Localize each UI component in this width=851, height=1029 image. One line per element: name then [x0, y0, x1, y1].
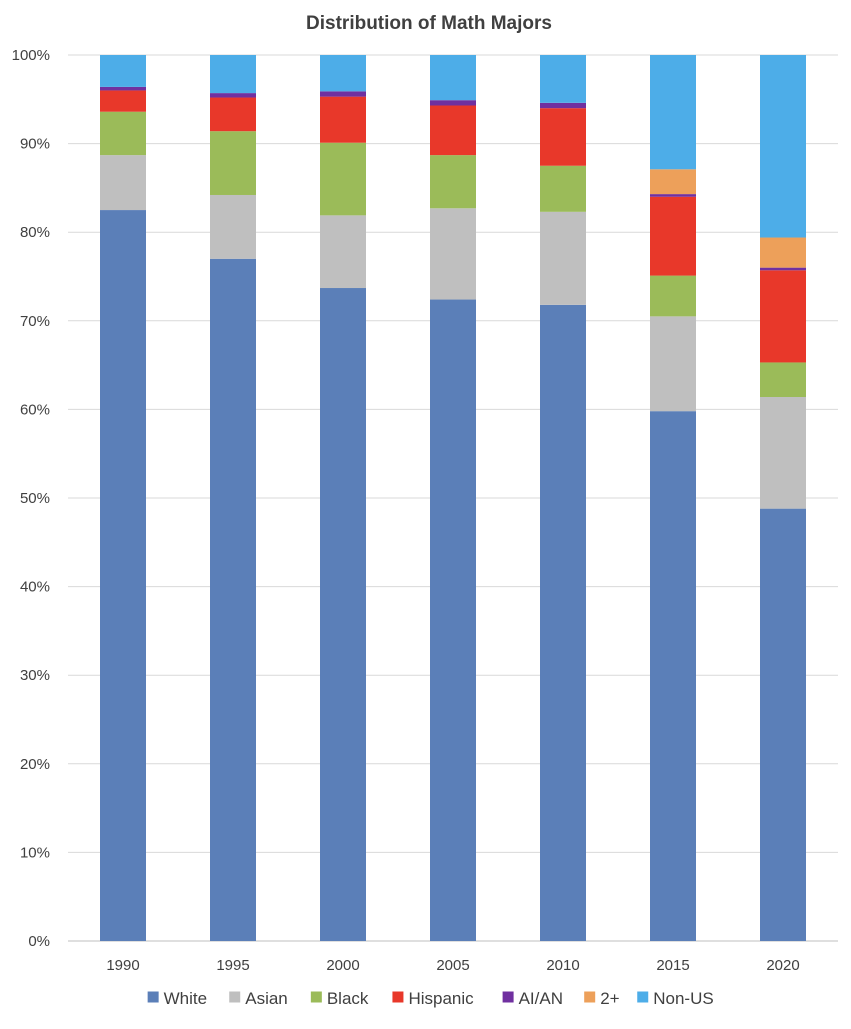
bar-segment-asian	[540, 211, 586, 305]
bar-segment-non-us	[100, 55, 146, 87]
bar-segment-non-us	[320, 55, 366, 92]
bar-segment-black	[430, 155, 476, 209]
x-tick-label: 2015	[656, 957, 689, 974]
bar-segment-asian	[430, 208, 476, 300]
legend-label: Non-US	[653, 989, 713, 1008]
bar-segment-ai-an	[210, 93, 256, 98]
legend-label: White	[164, 989, 207, 1008]
bar-stacks	[100, 55, 806, 942]
legend-label: Asian	[245, 989, 288, 1008]
bar-segment-non-us	[430, 55, 476, 101]
bar-segment-black	[540, 165, 586, 212]
y-tick-label: 40%	[20, 579, 50, 596]
y-tick-label: 20%	[20, 756, 50, 773]
bar-segment-ai-an	[320, 91, 366, 97]
bar-segment-asian	[650, 316, 696, 412]
bar-segment-white	[760, 508, 806, 941]
bar-segment-non-us	[210, 55, 256, 94]
legend-swatch	[392, 991, 404, 1003]
y-tick-label: 90%	[20, 136, 50, 153]
legend-label: Black	[327, 989, 369, 1008]
y-tick-label: 70%	[20, 313, 50, 330]
bar-segment-hispanic	[650, 196, 696, 276]
bar-segment-ai-an	[430, 100, 476, 106]
x-tick-label: 2020	[766, 957, 799, 974]
y-tick-label: 0%	[28, 933, 50, 950]
bar-segment-black	[210, 131, 256, 195]
bar-segment-black	[760, 362, 806, 397]
bar-segment-black	[650, 275, 696, 317]
legend-swatch	[584, 991, 596, 1003]
legend: White Asian Black Hispanic AI/AN 2+ Non-US	[147, 989, 714, 1008]
bar-segment-asian	[320, 215, 366, 289]
legend-label: Hispanic	[408, 989, 474, 1008]
legend-swatch	[310, 991, 322, 1003]
legend-swatch	[147, 991, 159, 1003]
bar-segment-non-us	[540, 55, 586, 103]
bar-segment-hispanic	[100, 90, 146, 112]
bar-segment-hispanic	[430, 105, 476, 156]
bar-segment-black	[100, 111, 146, 156]
bar-segment-asian	[210, 194, 256, 259]
x-tick-label: 2005	[436, 957, 469, 974]
bar-segment-hispanic	[210, 97, 256, 132]
bar-segment-white	[210, 258, 256, 941]
y-tick-label: 10%	[20, 844, 50, 861]
legend-label: 2+	[600, 989, 619, 1008]
y-tick-label: 60%	[20, 401, 50, 418]
bar-segment-non-us	[760, 55, 806, 238]
legend-label: AI/AN	[519, 989, 563, 1008]
y-tick-label: 50%	[20, 490, 50, 507]
bar-segment-white	[320, 288, 366, 941]
bar-segment-ai-an	[760, 267, 806, 271]
bar-segment-2-	[760, 237, 806, 268]
y-axis-ticks: 0% 10% 20% 30% 40% 50% 60% 70% 80% 90% 100%	[12, 47, 50, 950]
x-tick-label: 1990	[106, 957, 139, 974]
y-tick-label: 80%	[20, 224, 50, 241]
bar-segment-ai-an	[540, 102, 586, 109]
bar-segment-asian	[760, 396, 806, 509]
bar-segment-2-	[650, 169, 696, 195]
chart-title: Distribution of Math Majors	[306, 13, 552, 34]
x-axis-ticks: 1990 1995 2000 2005 2010 2015 2020	[106, 957, 799, 974]
bar-segment-white	[430, 299, 476, 941]
legend-swatch	[229, 991, 241, 1003]
bar-segment-hispanic	[540, 108, 586, 166]
x-tick-label: 2010	[546, 957, 579, 974]
legend-swatch	[502, 991, 514, 1003]
bar-segment-white	[100, 210, 146, 942]
x-tick-label: 1995	[216, 957, 249, 974]
bar-segment-hispanic	[760, 270, 806, 363]
x-tick-label: 2000	[326, 957, 359, 974]
bar-segment-ai-an	[650, 194, 696, 197]
bar-segment-asian	[100, 155, 146, 211]
bar-segment-hispanic	[320, 96, 366, 143]
bar-segment-non-us	[650, 55, 696, 170]
legend-swatch	[637, 991, 649, 1003]
y-tick-label: 100%	[12, 47, 50, 64]
bar-segment-black	[320, 142, 366, 216]
bar-segment-white	[650, 411, 696, 941]
y-tick-label: 30%	[20, 667, 50, 684]
bar-segment-ai-an	[100, 86, 146, 91]
bar-segment-white	[540, 304, 586, 941]
